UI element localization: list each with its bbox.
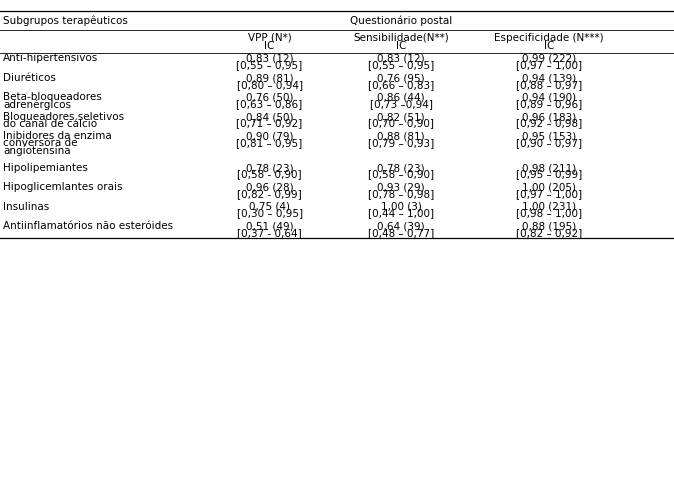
Text: Questionário postal: Questionário postal	[350, 15, 452, 26]
Text: 0,78 (23): 0,78 (23)	[246, 163, 293, 173]
Text: [0,82 - 0,99]: [0,82 - 0,99]	[237, 189, 302, 199]
Text: Especificidade (N***): Especificidade (N***)	[495, 33, 604, 43]
Text: [0,78 – 0,98]: [0,78 – 0,98]	[368, 189, 434, 199]
Text: Bloqueadores seletivos: Bloqueadores seletivos	[3, 112, 125, 122]
Text: Antiinflamatórios não esteróides: Antiinflamatórios não esteróides	[3, 221, 173, 231]
Text: [0,88 – 0,97]: [0,88 – 0,97]	[516, 80, 582, 90]
Text: Inibidores da enzima: Inibidores da enzima	[3, 131, 112, 141]
Text: 0,83 (12): 0,83 (12)	[246, 54, 293, 64]
Text: Hipolipemiantes: Hipolipemiantes	[3, 163, 88, 173]
Text: 0,64 (39): 0,64 (39)	[377, 222, 425, 232]
Text: [0,90 – 0,97]: [0,90 – 0,97]	[516, 138, 582, 148]
Text: 0,96 (28): 0,96 (28)	[246, 183, 293, 193]
Text: 1,00 (231): 1,00 (231)	[522, 202, 576, 212]
Text: [0,30 – 0,95]: [0,30 – 0,95]	[237, 208, 303, 218]
Text: 0,96 (183): 0,96 (183)	[522, 112, 576, 122]
Text: [0,98 – 1,00]: [0,98 – 1,00]	[516, 208, 582, 218]
Text: 0,88 (81): 0,88 (81)	[377, 131, 425, 141]
Text: conversora de: conversora de	[3, 138, 78, 148]
Text: [0,71 – 0,92]: [0,71 – 0,92]	[237, 119, 303, 128]
Text: 0,51 (49): 0,51 (49)	[246, 222, 293, 232]
Text: Insulinas: Insulinas	[3, 202, 50, 212]
Text: 0,99 (222): 0,99 (222)	[522, 54, 576, 64]
Text: 0,98 (211): 0,98 (211)	[522, 163, 576, 173]
Text: [0,70 – 0,90]: [0,70 – 0,90]	[368, 119, 434, 128]
Text: 0,84 (50): 0,84 (50)	[246, 112, 293, 122]
Text: 0,76 (95): 0,76 (95)	[377, 73, 425, 83]
Text: [0,55 – 0,95]: [0,55 – 0,95]	[368, 60, 434, 70]
Text: [0,82 – 0,92]: [0,82 – 0,92]	[516, 228, 582, 238]
Text: [0,89 – 0,96]: [0,89 – 0,96]	[516, 99, 582, 109]
Text: [0,97 – 1,00]: [0,97 – 1,00]	[516, 189, 582, 199]
Text: 0,93 (29): 0,93 (29)	[377, 183, 425, 193]
Text: 0,90 (79): 0,90 (79)	[246, 131, 293, 141]
Text: [0,58 – 0,90]: [0,58 – 0,90]	[368, 169, 434, 179]
Text: Diuréticos: Diuréticos	[3, 73, 56, 83]
Text: IC: IC	[264, 41, 275, 51]
Text: [0,73 –0,94]: [0,73 –0,94]	[369, 99, 433, 109]
Text: [0,95 – 0,99]: [0,95 – 0,99]	[516, 169, 582, 179]
Text: IC: IC	[544, 41, 555, 51]
Text: do canal de cálcio: do canal de cálcio	[3, 119, 98, 129]
Text: 0,82 (51): 0,82 (51)	[377, 112, 425, 122]
Text: [0,80 – 0,94]: [0,80 – 0,94]	[237, 80, 303, 90]
Text: [0,92 – 0,98]: [0,92 – 0,98]	[516, 119, 582, 128]
Text: adrenérgicos: adrenérgicos	[3, 99, 71, 110]
Text: Subgrupos terapêuticos: Subgrupos terapêuticos	[3, 15, 128, 26]
Text: 0,86 (44): 0,86 (44)	[377, 93, 425, 103]
Text: VPP (N*): VPP (N*)	[248, 33, 291, 43]
Text: [0,97 – 1,00]: [0,97 – 1,00]	[516, 60, 582, 70]
Text: angiotensina: angiotensina	[3, 145, 71, 155]
Text: Beta-bloqueadores: Beta-bloqueadores	[3, 92, 102, 102]
Text: [0,48 – 0,77]: [0,48 – 0,77]	[368, 228, 434, 238]
Text: [0,66 – 0,83]: [0,66 – 0,83]	[368, 80, 434, 90]
Text: 0,75 (4): 0,75 (4)	[249, 202, 290, 212]
Text: 0,94 (139): 0,94 (139)	[522, 73, 576, 83]
Text: Sensibilidade(N**): Sensibilidade(N**)	[353, 33, 449, 43]
Text: Anti-hipertensivos: Anti-hipertensivos	[3, 53, 98, 63]
Text: 1,00 (3): 1,00 (3)	[381, 202, 421, 212]
Text: 0,88 (195): 0,88 (195)	[522, 222, 576, 232]
Text: [0,44 – 1,00]: [0,44 – 1,00]	[368, 208, 434, 218]
Text: Hipoglicemlantes orais: Hipoglicemlantes orais	[3, 182, 123, 192]
Text: [0,63 – 0,86]: [0,63 – 0,86]	[237, 99, 303, 109]
Text: IC: IC	[396, 41, 406, 51]
Text: [0,58 - 0,90]: [0,58 - 0,90]	[237, 169, 302, 179]
Text: [0,55 – 0,95]: [0,55 – 0,95]	[237, 60, 303, 70]
Text: 0,89 (81): 0,89 (81)	[246, 73, 293, 83]
Text: 0,94 (190): 0,94 (190)	[522, 93, 576, 103]
Text: [0,79 – 0,93]: [0,79 – 0,93]	[368, 138, 434, 148]
Text: [0,37 - 0,64]: [0,37 - 0,64]	[237, 228, 302, 238]
Text: 1,00 (205): 1,00 (205)	[522, 183, 576, 193]
Text: [0,81 – 0,95]: [0,81 – 0,95]	[237, 138, 303, 148]
Text: 0,95 (153): 0,95 (153)	[522, 131, 576, 141]
Text: 0,76 (50): 0,76 (50)	[246, 93, 293, 103]
Text: 0,78 (23): 0,78 (23)	[377, 163, 425, 173]
Text: 0,83 (12): 0,83 (12)	[377, 54, 425, 64]
